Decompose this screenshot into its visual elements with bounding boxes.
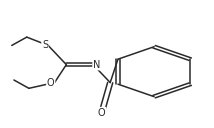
Text: S: S xyxy=(42,40,48,50)
Text: O: O xyxy=(47,78,55,88)
Text: O: O xyxy=(98,108,106,118)
Text: N: N xyxy=(93,60,100,70)
